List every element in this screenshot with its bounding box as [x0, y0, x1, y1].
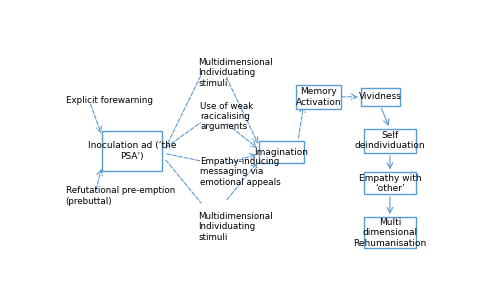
Text: Self
deindividuation: Self deindividuation: [354, 131, 425, 150]
FancyBboxPatch shape: [364, 217, 416, 248]
Text: Use of weak
racicalising
arguments: Use of weak racicalising arguments: [200, 102, 254, 131]
Text: Multidimensional
Individuating
stimuli: Multidimensional Individuating stimuli: [198, 58, 273, 88]
FancyBboxPatch shape: [102, 131, 162, 171]
FancyBboxPatch shape: [364, 172, 416, 194]
Text: Multi
dimensional
Rehumanisation: Multi dimensional Rehumanisation: [354, 218, 426, 248]
Text: Empathy-inducing
messaging via
emotional appeals: Empathy-inducing messaging via emotional…: [200, 157, 281, 187]
Text: Refutational pre-emption
(prebuttal): Refutational pre-emption (prebuttal): [66, 186, 175, 206]
Text: Vividness: Vividness: [359, 92, 402, 101]
Text: Imagination: Imagination: [254, 148, 308, 157]
Text: Multidimensional
Individuating
stimuli: Multidimensional Individuating stimuli: [198, 212, 273, 242]
FancyBboxPatch shape: [259, 141, 304, 163]
Text: Empathy with
‘other’: Empathy with ‘other’: [358, 173, 421, 193]
FancyBboxPatch shape: [361, 88, 400, 106]
Text: Explicit forewarning: Explicit forewarning: [66, 96, 152, 105]
Text: Inoculation ad (‘the
PSA’): Inoculation ad (‘the PSA’): [88, 141, 176, 161]
FancyBboxPatch shape: [364, 129, 416, 153]
Text: Memory
Activation: Memory Activation: [296, 87, 341, 106]
FancyBboxPatch shape: [296, 85, 341, 109]
